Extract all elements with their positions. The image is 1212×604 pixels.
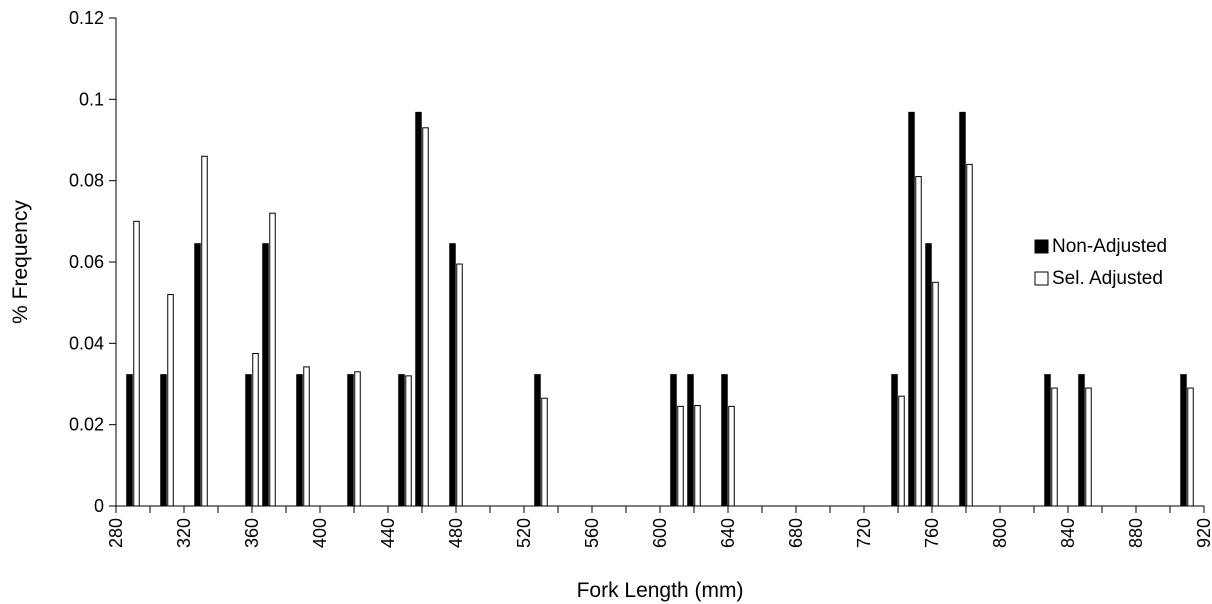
- bar-sel-adjusted: [1085, 387, 1092, 507]
- x-axis-ticks: 280 320 360 400 440 480 520 560 600 640 680 720 760 8…: [106, 506, 1212, 548]
- bar-sel-adjusted: [915, 176, 922, 507]
- x-tick-label: 480: [446, 518, 466, 548]
- bar-non-adjusted: [160, 374, 167, 507]
- x-tick-label: 520: [514, 518, 534, 548]
- y-tick-label: 0.06: [69, 252, 104, 272]
- x-tick-label: 360: [242, 518, 262, 548]
- x-tick-label: 440: [378, 518, 398, 548]
- y-tick-label: 0.04: [69, 333, 104, 353]
- bar-sel-adjusted: [252, 353, 259, 507]
- y-tick-label: 0.08: [69, 171, 104, 191]
- bar-sel-adjusted: [405, 375, 412, 507]
- x-tick-label: 280: [106, 518, 126, 548]
- bar-non-adjusted: [891, 374, 898, 507]
- legend-swatch-sel-adjusted: [1034, 271, 1049, 286]
- bar-non-adjusted: [534, 374, 541, 507]
- bar-sel-adjusted: [456, 263, 463, 507]
- bar-non-adjusted: [1180, 374, 1187, 507]
- legend-label-sel-adjusted: Sel. Adjusted: [1052, 268, 1163, 289]
- bar-sel-adjusted: [1187, 387, 1194, 507]
- bar-non-adjusted: [908, 111, 915, 507]
- bar-sel-adjusted: [422, 127, 429, 507]
- x-tick-label: 560: [582, 518, 602, 548]
- x-axis-title: Fork Length (mm): [577, 579, 744, 602]
- bar-non-adjusted: [126, 374, 133, 507]
- y-tick-label: 0.02: [69, 415, 104, 435]
- bar-non-adjusted: [245, 374, 252, 507]
- bar-non-adjusted: [670, 374, 677, 507]
- x-tick-label: 600: [650, 518, 670, 548]
- x-tick-label: 760: [922, 518, 942, 548]
- y-axis-title: % Frequency: [9, 200, 32, 324]
- bar-non-adjusted: [194, 243, 201, 507]
- bar-non-adjusted: [347, 374, 354, 507]
- bar-non-adjusted: [959, 111, 966, 507]
- x-tick-label: 840: [1058, 518, 1078, 548]
- bar-non-adjusted: [1044, 374, 1051, 507]
- y-tick-label: 0.12: [69, 8, 104, 28]
- bar-sel-adjusted: [269, 212, 276, 507]
- legend-swatch-non-adjusted: [1034, 239, 1049, 254]
- x-tick-label: 920: [1194, 518, 1212, 548]
- bar-sel-adjusted: [354, 371, 361, 507]
- bar-sel-adjusted: [167, 294, 174, 507]
- bar-sel-adjusted: [677, 405, 684, 507]
- x-tick-label: 880: [1126, 518, 1146, 548]
- bar-non-adjusted: [1078, 374, 1085, 507]
- bar-non-adjusted: [296, 374, 303, 507]
- bar-sel-adjusted: [541, 397, 548, 507]
- bar-non-adjusted: [398, 374, 405, 507]
- y-tick-label: 0: [94, 496, 104, 516]
- bar-non-adjusted: [262, 243, 269, 507]
- bar-non-adjusted: [449, 243, 456, 507]
- y-tick-label: 0.1: [79, 89, 104, 109]
- bar-sel-adjusted: [1051, 387, 1058, 507]
- x-tick-label: 680: [786, 518, 806, 548]
- bar-sel-adjusted: [694, 405, 701, 507]
- bar-non-adjusted: [415, 111, 422, 507]
- x-tick-label: 320: [174, 518, 194, 548]
- bar-sel-adjusted: [728, 405, 735, 507]
- bar-sel-adjusted: [966, 163, 973, 507]
- bar-sel-adjusted: [303, 366, 310, 507]
- x-tick-label: 720: [854, 518, 874, 548]
- bar-sel-adjusted: [201, 155, 208, 507]
- legend: Non-Adjusted Sel. Adjusted: [1034, 236, 1167, 289]
- legend-label-non-adjusted: Non-Adjusted: [1052, 236, 1167, 257]
- y-axis-ticks: 0 0.02 0.04 0.06 0.08 0.1 0.12: [69, 8, 116, 516]
- bars: [126, 111, 1194, 507]
- bar-sel-adjusted: [932, 281, 939, 507]
- bar-sel-adjusted: [898, 395, 905, 507]
- x-tick-label: 640: [718, 518, 738, 548]
- bar-sel-adjusted: [133, 220, 140, 507]
- x-tick-label: 400: [310, 518, 330, 548]
- bar-non-adjusted: [925, 243, 932, 507]
- x-tick-label: 800: [990, 518, 1010, 548]
- bar-non-adjusted: [687, 374, 694, 507]
- bar-non-adjusted: [721, 374, 728, 507]
